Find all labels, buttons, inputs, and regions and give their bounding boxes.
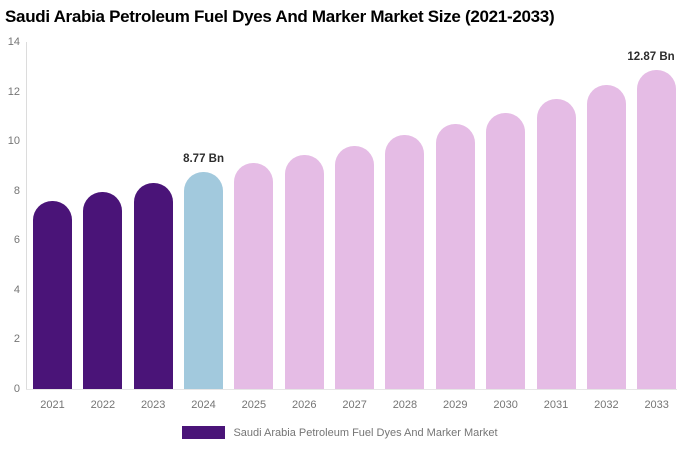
y-tick-label: 10 (7, 135, 20, 148)
x-tick-label-2030: 2030 (493, 399, 518, 411)
value-label-2024: 8.77 Bn (183, 152, 225, 165)
bar-2024 (184, 171, 224, 389)
y-tick-label: 12 (7, 85, 20, 98)
x-tick-label-2024: 2024 (191, 399, 216, 411)
x-tick-label-2025: 2025 (241, 399, 267, 411)
x-tick-label-2032: 2032 (594, 399, 619, 411)
y-tick-label: 14 (7, 36, 20, 48)
y-tick-label: 4 (13, 283, 20, 296)
bar-2028 (385, 134, 425, 389)
bar-2027 (335, 146, 375, 389)
x-tick-label-2021: 2021 (40, 399, 65, 411)
bar-2033 (637, 70, 677, 389)
bar-2025 (234, 163, 274, 389)
bar-2029 (435, 123, 475, 389)
x-tick-label-2026: 2026 (292, 399, 317, 411)
chart-legend: Saudi Arabia Petroleum Fuel Dyes And Mar… (0, 426, 680, 439)
bar-2021 (33, 200, 72, 389)
x-tick-label-2028: 2028 (392, 399, 418, 411)
x-tick-label-2031: 2031 (543, 399, 569, 411)
x-tick-label-2033: 2033 (644, 399, 669, 411)
value-label-2033: 12.87 Bn (627, 51, 675, 63)
x-tick-label-2027: 2027 (342, 399, 367, 411)
y-tick-label: 0 (13, 383, 20, 395)
chart-title: Saudi Arabia Petroleum Fuel Dyes And Mar… (5, 7, 555, 26)
bar-2031 (536, 99, 576, 389)
bar-2023 (133, 183, 173, 389)
y-axis-line (26, 42, 27, 389)
bar-2030 (486, 112, 526, 389)
y-tick-label: 6 (13, 234, 20, 247)
x-tick-label-2022: 2022 (90, 399, 116, 411)
bar-2026 (284, 154, 324, 389)
y-tick-label: 8 (13, 184, 20, 197)
legend-swatch (182, 426, 226, 439)
bar-2032 (586, 85, 626, 389)
x-tick-label-2023: 2023 (140, 399, 166, 411)
bar-2022 (83, 191, 123, 389)
x-axis-baseline (26, 389, 677, 390)
y-tick-label: 2 (13, 333, 20, 346)
x-tick-label-2029: 2029 (443, 399, 468, 411)
legend-label: Saudi Arabia Petroleum Fuel Dyes And Mar… (233, 426, 498, 439)
